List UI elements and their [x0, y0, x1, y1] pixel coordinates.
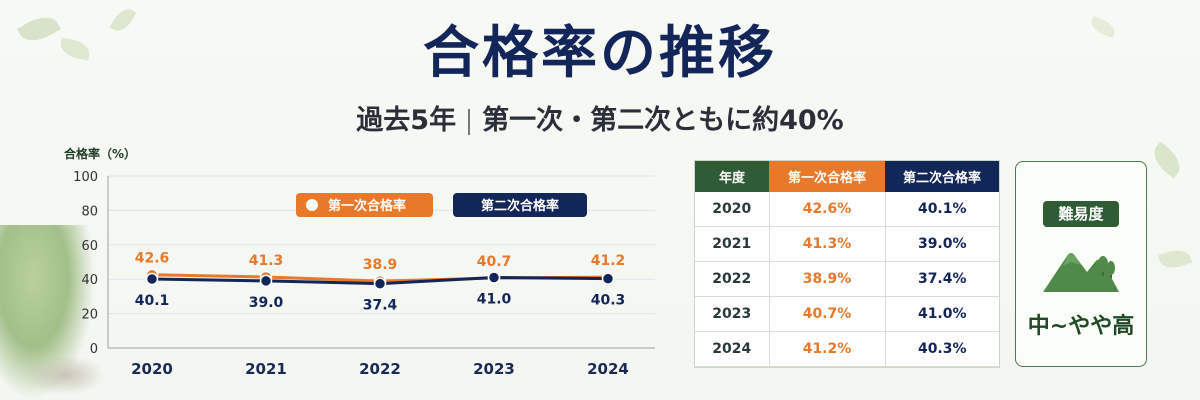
- table-header-second: 第二次合格率: [885, 161, 999, 192]
- y-tick-labels: 0 20 40 60 80 100: [73, 170, 98, 357]
- legend-swatch: [296, 193, 433, 217]
- table-cell-second: 40.3%: [885, 331, 999, 367]
- difficulty-card: 難易度 中~やや高: [1015, 161, 1147, 367]
- data-label: 41.3: [249, 253, 284, 269]
- data-label: 40.3: [591, 293, 626, 309]
- y-tick-label: 80: [81, 204, 98, 219]
- table-cell-second: 37.4%: [885, 261, 999, 297]
- x-tick-label: 2024: [587, 360, 629, 378]
- table-row: 2021 41.3% 39.0%: [695, 226, 999, 262]
- y-tick-label: 100: [73, 170, 98, 185]
- table-cell-second: 41.0%: [885, 296, 999, 332]
- table-row: 2020 42.6% 40.1%: [695, 192, 999, 227]
- subtitle-period: 過去5年: [356, 105, 457, 136]
- y-axis-title: 合格率（%）: [64, 146, 136, 161]
- table-header-year: 年度: [695, 161, 769, 192]
- data-label: 38.9: [363, 257, 398, 273]
- page-title: 合格率の推移: [423, 21, 777, 86]
- x-tick-label: 2020: [131, 360, 173, 378]
- table-cell-first: 42.6%: [769, 192, 886, 227]
- page-subtitle: 過去5年 第一次・第二次ともに約40%: [0, 98, 1200, 137]
- table-cell-first: 41.2%: [769, 331, 886, 367]
- table-cell-year: 2021: [695, 226, 770, 262]
- difficulty-label: 難易度: [1043, 201, 1119, 227]
- table-row: 2023 40.7% 41.0%: [695, 296, 999, 332]
- table-cell-first: 41.3%: [769, 226, 886, 262]
- table-cell-year: 2020: [695, 192, 770, 227]
- legend-swatch: [453, 193, 587, 217]
- data-label: 40.1: [135, 293, 170, 309]
- y-tick-label: 60: [81, 239, 98, 254]
- pass-rate-line-chart: 合格率（%） 0 20 40 60 80 100 2020 2021 2022 2023 2024…: [64, 146, 655, 378]
- table-cell-first: 38.9%: [769, 261, 886, 297]
- series-points: [145, 268, 615, 290]
- legend-marker: [306, 199, 318, 211]
- data-label: 41.0: [477, 291, 512, 307]
- rock-decoration: [25, 355, 105, 395]
- legend-label: 第一次合格率: [328, 198, 406, 214]
- subtitle-summary: 第一次・第二次ともに約40%: [482, 105, 844, 136]
- x-tick-label: 2021: [245, 360, 287, 378]
- table-cell-first: 40.7%: [769, 296, 886, 332]
- leaf-decoration: [1147, 141, 1187, 179]
- y-tick-label: 20: [81, 308, 98, 323]
- legend-label: 第二次合格率: [481, 198, 559, 214]
- data-point: [259, 274, 273, 288]
- data-label: 40.7: [477, 254, 512, 270]
- data-point: [373, 277, 387, 290]
- mountain-icon: [1043, 253, 1119, 292]
- leaf-decoration: [1157, 245, 1193, 273]
- chart-legend: 第一次合格率 第二次合格率: [296, 193, 587, 217]
- pass-rate-table: 年度 第一次合格率 第二次合格率 2020 42.6% 40.1% 2021 4…: [694, 160, 1000, 368]
- table-cell-year: 2023: [695, 296, 770, 332]
- subtitle-separator: [468, 108, 471, 135]
- table-header-first: 第一次合格率: [769, 161, 885, 192]
- data-label: 41.2: [591, 253, 626, 269]
- table-cell-year: 2024: [695, 331, 770, 367]
- table-cell-year: 2022: [695, 261, 770, 297]
- data-point: [145, 272, 159, 286]
- table-header-row: 年度 第一次合格率 第二次合格率: [695, 161, 999, 192]
- y-tick-label: 0: [90, 342, 98, 357]
- table-cell-second: 39.0%: [885, 226, 999, 262]
- y-tick-label: 40: [81, 273, 98, 288]
- data-label: 39.0: [249, 295, 284, 311]
- data-point: [487, 271, 501, 284]
- table-row: 2022 38.9% 37.4%: [695, 261, 999, 297]
- data-labels: 42.6 41.3 38.9 40.7 41.2 40.1 39.0 37.4 41.0 40.3: [135, 251, 626, 314]
- table-cell-second: 40.1%: [885, 192, 999, 227]
- data-point: [601, 272, 615, 285]
- data-label: 42.6: [135, 251, 170, 267]
- table-row: 2024 41.2% 40.3%: [695, 331, 999, 367]
- x-tick-label: 2023: [473, 360, 515, 378]
- x-tick-labels: 2020 2021 2022 2023 2024: [131, 360, 629, 378]
- x-tick-label: 2022: [359, 360, 401, 378]
- data-label: 37.4: [363, 298, 398, 314]
- difficulty-value: 中~やや高: [1027, 314, 1135, 339]
